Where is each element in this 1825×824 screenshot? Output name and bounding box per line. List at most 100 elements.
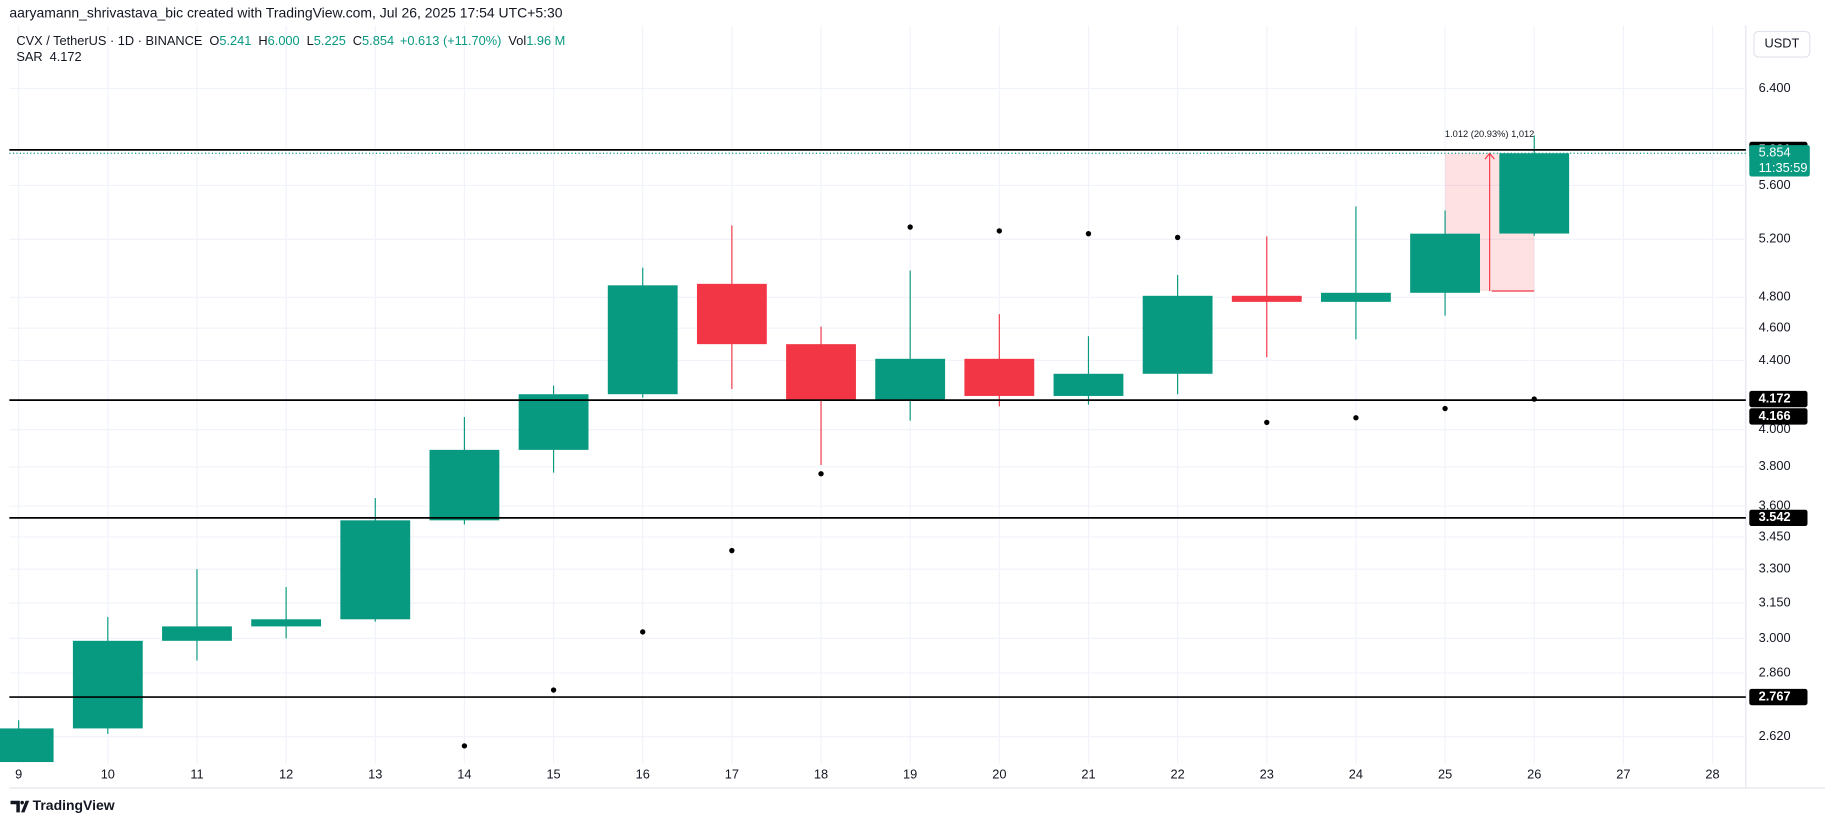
y-tick-label: 4.800 — [1759, 289, 1791, 304]
candle-body — [251, 619, 322, 627]
x-tick-label: 24 — [1349, 766, 1363, 781]
y-tick-label: 6.400 — [1759, 80, 1791, 95]
x-tick-label: 11 — [190, 766, 203, 781]
indicator-legend: SAR 4.172 — [16, 50, 81, 65]
sar-dot — [1353, 415, 1359, 421]
candle-body — [875, 358, 946, 400]
y-tick-label: 2.620 — [1759, 728, 1791, 743]
candle-body — [340, 520, 411, 620]
sar-dot — [1442, 405, 1448, 412]
hline-label-box — [1749, 688, 1808, 706]
y-tick-label: 3.800 — [1759, 458, 1791, 473]
sar-label-box — [1749, 390, 1808, 408]
hline-label-box — [1749, 408, 1808, 425]
sar-dot — [1085, 230, 1092, 237]
hline-label-box — [1749, 509, 1808, 527]
indicator-value: 4.172 — [50, 50, 82, 65]
hline-label: 4.166 — [1759, 408, 1791, 423]
x-tick-label: 21 — [1081, 766, 1095, 781]
x-tick-label: 26 — [1527, 766, 1541, 781]
currency: USDT — [1764, 36, 1799, 51]
candle-body — [1499, 153, 1570, 234]
sar-dot — [996, 228, 1002, 234]
legend-item: H — [258, 33, 267, 48]
legend-item: O — [209, 33, 219, 48]
candle-body — [72, 640, 143, 729]
legend-item: 5.241 — [219, 33, 251, 48]
legend-item: L — [307, 33, 314, 48]
measure-label: 1.012 (20.93%) 1,012 — [1445, 129, 1534, 139]
sar-label: 4.172 — [1759, 390, 1791, 405]
x-tick-label: 13 — [368, 766, 382, 781]
x-tick-label: 12 — [279, 766, 293, 781]
x-tick-label: 22 — [1171, 766, 1185, 781]
y-tick-label: 5.600 — [1759, 177, 1791, 192]
candle-body — [786, 344, 856, 400]
sar-dot — [1174, 234, 1181, 241]
candle-body — [1142, 295, 1213, 374]
y-tick-label: 4.000 — [1759, 421, 1791, 436]
y-tick-label: 3.450 — [1759, 528, 1791, 543]
candle-body — [1231, 295, 1302, 302]
x-tick-label: 15 — [546, 766, 560, 781]
legend-item: 6.000 — [268, 33, 300, 48]
candle-body — [607, 285, 678, 395]
candle-body — [696, 283, 767, 345]
hline-label: 2.767 — [1759, 688, 1791, 703]
x-tick-label: 18 — [814, 766, 828, 781]
x-tick-label: 9 — [15, 766, 22, 781]
legend: CVX / TetherUS · 1D · BINANCE O5.241 H6.00… — [16, 33, 565, 48]
x-tick-label: 27 — [1616, 766, 1630, 781]
candle-body — [1321, 292, 1391, 302]
sar-dot — [640, 629, 646, 635]
sar-dot — [550, 687, 557, 693]
x-tick-label: 17 — [725, 766, 739, 781]
currency-box[interactable] — [1753, 30, 1811, 58]
y-tick-label: 2.860 — [1759, 664, 1791, 679]
measure-arrow-head — [1484, 152, 1495, 160]
last-price-label: 5.854 — [1759, 145, 1791, 160]
x-tick-label: 23 — [1260, 766, 1274, 781]
x-tick-label: 19 — [903, 766, 917, 781]
candle-body — [162, 626, 232, 641]
sar-dot — [907, 224, 913, 230]
y-tick-label: 3.300 — [1759, 561, 1791, 576]
x-tick-label: 14 — [457, 766, 471, 781]
candle-body — [0, 728, 54, 763]
legend-item: +0.613 (+11.70%) — [400, 33, 502, 48]
legend-item: 5.854 — [362, 33, 394, 48]
credit: aaryamann_shrivastava_bic created with T… — [9, 5, 562, 21]
legend-item: CVX / TetherUS · 1D · BINANCE — [16, 33, 202, 48]
indicator-name: SAR — [16, 50, 42, 65]
y-tick-label: 4.400 — [1759, 352, 1791, 367]
sar-dot — [461, 743, 468, 749]
x-tick-label: 20 — [992, 766, 1006, 781]
legend-item: 1.96 M — [526, 33, 565, 48]
legend-item: C — [353, 33, 362, 48]
candle-body — [429, 449, 500, 521]
sar-dot — [1264, 419, 1270, 426]
x-tick-label: 10 — [101, 766, 115, 781]
brand: TradingView — [33, 797, 115, 813]
x-tick-label: 16 — [636, 766, 650, 781]
x-tick-label: 28 — [1705, 766, 1719, 781]
y-tick-label: 4.600 — [1759, 320, 1791, 335]
tv-logo — [10, 800, 30, 813]
y-tick-label: 3.000 — [1759, 630, 1791, 645]
candle-body — [1410, 233, 1480, 293]
legend-item: 5.225 — [314, 33, 346, 48]
countdown: 11:35:59 — [1759, 160, 1808, 175]
x-tick-label: 25 — [1438, 766, 1452, 781]
hline-label: 3.542 — [1759, 509, 1791, 524]
candle-body — [1053, 373, 1124, 396]
y-tick-label: 3.150 — [1759, 594, 1791, 609]
sar-dot — [729, 547, 735, 554]
sar-dot — [818, 471, 824, 477]
candle-body — [518, 394, 589, 450]
last-price-box — [1749, 145, 1810, 177]
y-tick-label: 3.600 — [1759, 497, 1791, 512]
y-tick-label: 5.200 — [1759, 231, 1791, 246]
legend-item: Vol — [508, 33, 526, 48]
